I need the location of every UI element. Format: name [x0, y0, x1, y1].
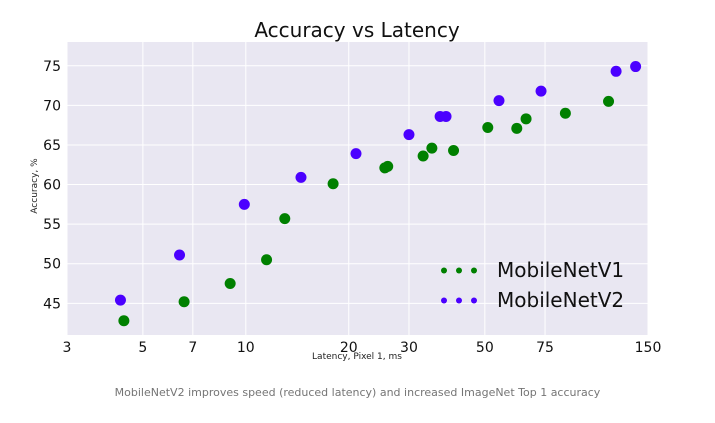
- legend-label: MobileNetV1: [497, 258, 624, 282]
- mobilenetv1-point: [520, 113, 532, 125]
- mobilenetv1-point: [603, 95, 615, 107]
- x-tick-label: 3: [63, 340, 72, 356]
- mobilenetv2-point: [295, 171, 307, 183]
- x-tick-label: 30: [400, 340, 418, 356]
- x-tick-label: 20: [340, 340, 358, 356]
- mobilenetv1-point: [559, 107, 571, 119]
- scatter-chart: 3 5 7 10 20 30 50 75 150 45 50 55 60 65 70 75 MobileNe…: [30, 18, 662, 362]
- mobilenetv1-point: [482, 122, 494, 134]
- y-tick-label: 55: [43, 217, 61, 233]
- mobilenetv2-point: [535, 85, 547, 97]
- mobilenetv2-point: [238, 198, 250, 210]
- mobilenetv2-point: [610, 65, 622, 77]
- legend-marker: [441, 267, 447, 274]
- legend-marker: [471, 297, 477, 304]
- legend-marker: [471, 267, 477, 274]
- y-tick-label: 65: [43, 138, 61, 154]
- x-tick-label: 50: [476, 340, 494, 356]
- mobilenetv2-point: [493, 95, 505, 107]
- y-tick-label: 45: [43, 296, 61, 312]
- x-tick-label: 5: [138, 340, 147, 356]
- mobilenetv1-point: [178, 296, 190, 308]
- x-axis-label: Latency, Pixel 1, ms: [312, 352, 402, 362]
- chart-title: Accuracy vs Latency: [254, 18, 459, 42]
- mobilenetv2-point: [403, 129, 415, 141]
- x-tick-label: 150: [635, 340, 662, 356]
- x-tick-label: 7: [188, 340, 197, 356]
- mobilenetv1-point: [448, 144, 460, 156]
- mobilenetv1-point: [417, 150, 429, 162]
- x-tick-label: 75: [536, 340, 554, 356]
- mobilenetv1-point: [382, 160, 394, 172]
- mobilenetv1-point: [426, 142, 438, 154]
- y-axis-ticks: 45 50 55 60 65 70 75: [43, 59, 61, 313]
- x-tick-label: 10: [237, 340, 255, 356]
- mobilenetv1-point: [261, 254, 273, 266]
- y-tick-label: 70: [43, 98, 61, 114]
- mobilenetv2-point: [114, 294, 126, 306]
- y-tick-label: 75: [43, 59, 61, 75]
- legend-marker: [441, 297, 447, 304]
- legend-label: MobileNetV2: [497, 288, 624, 312]
- data-points: [114, 61, 642, 327]
- mobilenetv2-point: [350, 148, 362, 160]
- y-axis-label: Accuracy, %: [30, 158, 40, 214]
- mobilenetv1-point: [118, 315, 130, 327]
- legend-marker: [456, 297, 462, 304]
- mobilenetv1-point: [511, 122, 523, 134]
- legend-marker: [456, 267, 462, 274]
- mobilenetv2-point: [440, 110, 452, 122]
- mobilenetv2-point: [630, 61, 642, 73]
- y-tick-label: 50: [43, 257, 61, 273]
- x-axis-ticks: 3 5 7 10 20 30 50 75 150: [63, 340, 662, 356]
- chart-caption: MobileNetV2 improves speed (reduced late…: [114, 386, 601, 399]
- mobilenetv1-point: [279, 213, 291, 225]
- y-tick-label: 60: [43, 178, 61, 194]
- mobilenetv1-point: [327, 178, 339, 190]
- mobilenetv1-point: [224, 278, 236, 290]
- legend: MobileNetV1 MobileNetV2: [441, 258, 624, 312]
- plot-area: [67, 42, 648, 335]
- mobilenetv2-point: [174, 249, 186, 261]
